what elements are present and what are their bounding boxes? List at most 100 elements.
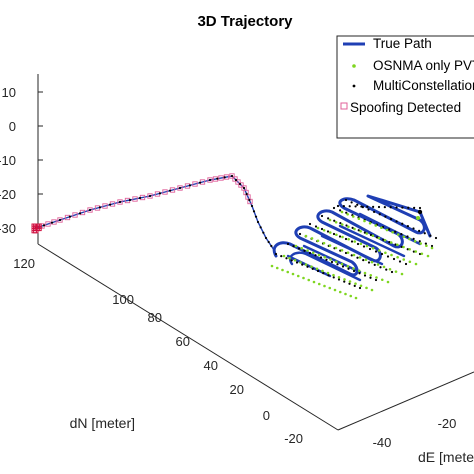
multi-pvt-dot (400, 233, 403, 236)
x-tick-label: -20 (438, 416, 457, 431)
legend-entry-label: Spoofing Detected (350, 100, 461, 115)
multi-pvt-dot (344, 237, 348, 241)
multi-pvt-dot (373, 263, 376, 266)
osnma-pvt-dot (328, 231, 332, 234)
multi-pvt-dot (332, 206, 336, 210)
osnma-pvt-dot (414, 262, 418, 266)
osnma-pvt-dot (385, 228, 389, 232)
osnma-pvt-dot (352, 267, 355, 270)
osnma-pvt-dot (351, 215, 355, 218)
osnma-pvt-dot (293, 258, 297, 262)
multi-pvt-dot (418, 240, 421, 243)
osnma-pvt-dot (402, 235, 406, 239)
multi-pvt-dot (390, 270, 394, 274)
y-tick-label: 0 (263, 408, 270, 423)
multi-pvt-dot (350, 201, 353, 204)
multi-pvt-dot (301, 263, 304, 266)
osnma-pvt-dot (368, 221, 372, 225)
osnma-pvt-dot (377, 249, 381, 252)
osnma-pvt-dot (347, 225, 350, 229)
osnma-pvt-dot (353, 240, 357, 243)
multi-pvt-dot (252, 210, 256, 213)
multi-pvt-dot (385, 268, 388, 271)
multi-pvt-dot (98, 206, 102, 209)
multi-pvt-dot (406, 248, 409, 251)
legend-swatch-spoof (340, 102, 348, 110)
multi-pvt-dot (280, 255, 283, 258)
multi-pvt-dot (292, 245, 295, 248)
legend-swatch-osnma (352, 64, 356, 68)
osnma-pvt-dot (323, 284, 326, 288)
multi-pvt-dot (332, 276, 335, 279)
osnma-pvt-dot (326, 271, 330, 275)
multi-pvt-dot (230, 174, 234, 178)
multi-pvt-dot (369, 276, 372, 279)
osnma-pvt-dot (359, 284, 363, 288)
osnma-pvt-dot (340, 210, 344, 214)
multi-pvt-dot (259, 226, 262, 229)
multi-pvt-dot (327, 274, 330, 277)
multi-pvt-dot (356, 242, 360, 246)
legend-entry-label: True Path (373, 36, 432, 51)
multi-pvt-dot (418, 229, 421, 232)
osnma-pvt-dot (353, 227, 356, 231)
osnma-pvt-dot (332, 273, 335, 277)
osnma-pvt-dot (333, 288, 337, 292)
multi-pvt-dot (208, 178, 212, 182)
osnma-pvt-dot (363, 271, 367, 275)
osnma-pvt-dot (375, 276, 378, 279)
multi-pvt-dot (424, 242, 427, 245)
multi-pvt-dot (430, 244, 434, 248)
multi-pvt-dot (338, 235, 342, 238)
multi-pvt-dot (376, 236, 379, 239)
multi-pvt-dot (336, 263, 339, 266)
osnma-pvt-dot (340, 248, 344, 252)
multi-pvt-dot (369, 233, 373, 237)
multi-pvt-dot (295, 261, 299, 264)
spoofing-detected-marker (177, 185, 183, 191)
x-tick-label: -40 (373, 435, 392, 450)
osnma-pvt-dot (307, 278, 311, 282)
multi-pvt-dot (168, 189, 172, 192)
multi-pvt-dot (392, 257, 396, 261)
multi-pvt-dot (330, 260, 334, 264)
osnma-pvt-dot (420, 252, 424, 256)
chart-title: 3D Trajectory (197, 13, 293, 30)
osnma-pvt-dot (323, 255, 327, 259)
osnma-pvt-dot (376, 263, 380, 266)
multi-pvt-dot (188, 184, 192, 187)
osnma-pvt-dot (357, 217, 361, 221)
osnma-pvt-dot (294, 244, 298, 248)
multi-pvt-dot (314, 225, 318, 228)
osnma-pvt-dot (377, 236, 381, 240)
x-axis-label: dE [meter] (418, 449, 474, 465)
multi-pvt-dot (352, 269, 356, 273)
multi-pvt-dot (412, 227, 415, 230)
multi-pvt-dot (158, 192, 162, 195)
osnma-pvt-dot (334, 260, 338, 264)
multi-pvt-dot (42, 224, 46, 227)
multi-pvt-dot (58, 218, 62, 222)
osnma-pvt-dot (316, 239, 320, 243)
osnma-pvt-dot (322, 241, 326, 245)
multi-pvt-dot (345, 224, 348, 227)
osnma-pvt-dot (414, 250, 418, 253)
z-tick-label: -10 (0, 153, 16, 168)
osnma-pvt-dot (291, 272, 295, 276)
osnma-pvt-dot (426, 254, 430, 258)
multi-pvt-dot (413, 206, 416, 209)
y-tick-label: 100 (112, 292, 134, 307)
multi-pvt-dot (336, 204, 340, 208)
multi-pvt-dot (412, 250, 415, 253)
multi-pvt-dot (351, 226, 354, 229)
multi-pvt-dot (360, 205, 363, 208)
multi-pvt-dot (341, 265, 345, 268)
osnma-pvt-dot (400, 272, 404, 276)
osnma-pvt-dot (365, 232, 369, 235)
multi-pvt-dot (363, 274, 367, 277)
spoofing-detected-marker (87, 207, 93, 213)
osnma-pvt-dot (369, 273, 373, 277)
multi-pvt-dot (316, 269, 320, 273)
osnma-pvt-dot (430, 246, 434, 250)
